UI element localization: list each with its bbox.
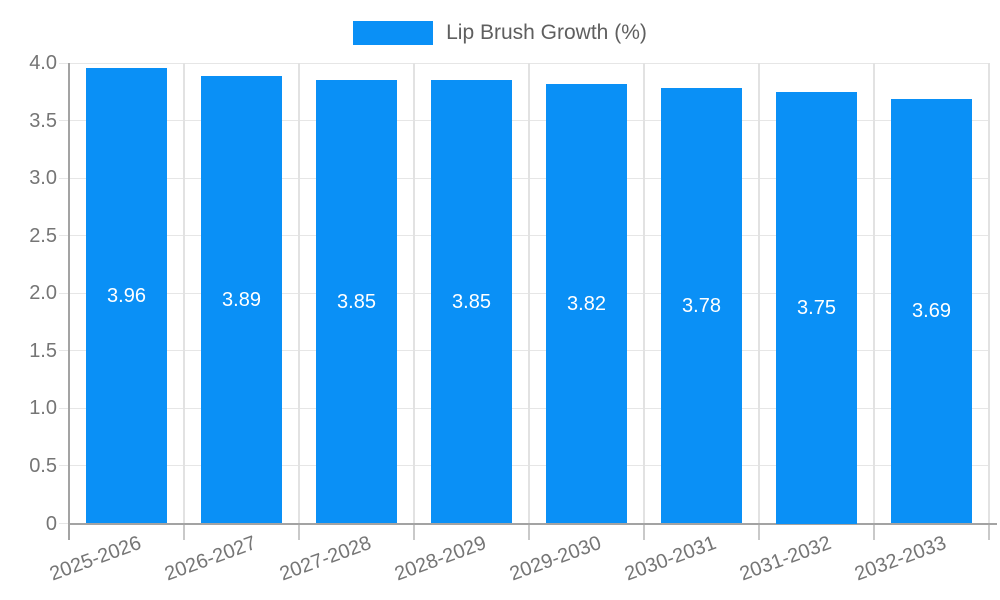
y-axis-tick-label: 3.5 — [29, 109, 57, 132]
x-axis-tick-label: 2032-2033 — [851, 531, 950, 585]
bar — [546, 83, 627, 524]
y-axis-line — [68, 63, 70, 540]
v-gridline — [873, 63, 875, 524]
y-axis-tick — [59, 177, 69, 179]
v-gridline — [528, 63, 530, 524]
x-axis-tick-label: 2027-2028 — [276, 531, 375, 585]
legend-item[interactable]: Lip Brush Growth (%) — [0, 18, 1000, 48]
y-axis-tick — [59, 120, 69, 122]
y-axis-tick-label: 0 — [45, 512, 57, 535]
x-axis-tick-label: 2028-2029 — [391, 531, 490, 585]
x-axis-tick-label: 2031-2032 — [736, 531, 835, 585]
y-axis-tick — [59, 465, 69, 467]
bar — [776, 91, 857, 524]
legend-swatch — [353, 21, 434, 45]
y-axis-tick — [59, 523, 69, 524]
y-axis-tick — [59, 292, 69, 294]
x-axis-tick — [528, 523, 530, 540]
v-gridline — [643, 63, 645, 524]
y-axis-tick-label: 3.0 — [29, 167, 57, 190]
x-axis-tick — [298, 523, 300, 540]
bar-value-label: 3.96 — [107, 284, 146, 307]
bar — [201, 75, 282, 524]
x-axis-tick — [758, 523, 760, 540]
bar — [86, 67, 167, 524]
x-axis-tick-label: 2025-2026 — [46, 531, 145, 585]
y-axis-tick — [59, 235, 69, 237]
v-gridline — [758, 63, 760, 524]
y-axis-tick — [59, 350, 69, 352]
v-gridline — [298, 63, 300, 524]
x-axis-tick — [988, 523, 990, 540]
x-axis-line — [68, 522, 997, 525]
x-axis-tick-label: 2030-2031 — [621, 531, 720, 585]
y-axis-tick-label: 1.0 — [29, 397, 57, 420]
bar-value-label: 3.69 — [912, 300, 951, 323]
bar — [316, 80, 397, 524]
y-axis-tick-label: 2.0 — [29, 282, 57, 305]
legend-label: Lip Brush Growth (%) — [446, 21, 647, 44]
bar-value-label: 3.78 — [682, 294, 721, 317]
bar-value-label: 3.85 — [452, 290, 491, 313]
bar — [891, 98, 972, 524]
v-gridline — [183, 63, 185, 524]
y-axis-tick — [59, 62, 69, 64]
v-gridline — [988, 63, 990, 524]
y-axis-tick-label: 0.5 — [29, 454, 57, 477]
x-axis-tick-label: 2026-2027 — [161, 531, 260, 585]
bar-value-label: 3.89 — [222, 288, 261, 311]
x-axis-tick — [413, 523, 415, 540]
y-axis-tick-label: 4.0 — [29, 52, 57, 74]
bar-value-label: 3.85 — [337, 290, 376, 313]
v-gridline — [413, 63, 415, 524]
x-axis-tick — [183, 523, 185, 540]
y-axis-tick — [59, 407, 69, 409]
x-axis-tick-label: 2029-2030 — [506, 531, 605, 585]
bar — [661, 88, 742, 524]
bar-value-label: 3.75 — [797, 296, 836, 319]
x-axis-tick — [873, 523, 875, 540]
y-axis-tick-label: 1.5 — [29, 339, 57, 362]
x-axis-tick — [643, 523, 645, 540]
y-axis-tick-label: 2.5 — [29, 224, 57, 247]
bar — [431, 80, 512, 524]
bar-value-label: 3.82 — [567, 292, 606, 315]
